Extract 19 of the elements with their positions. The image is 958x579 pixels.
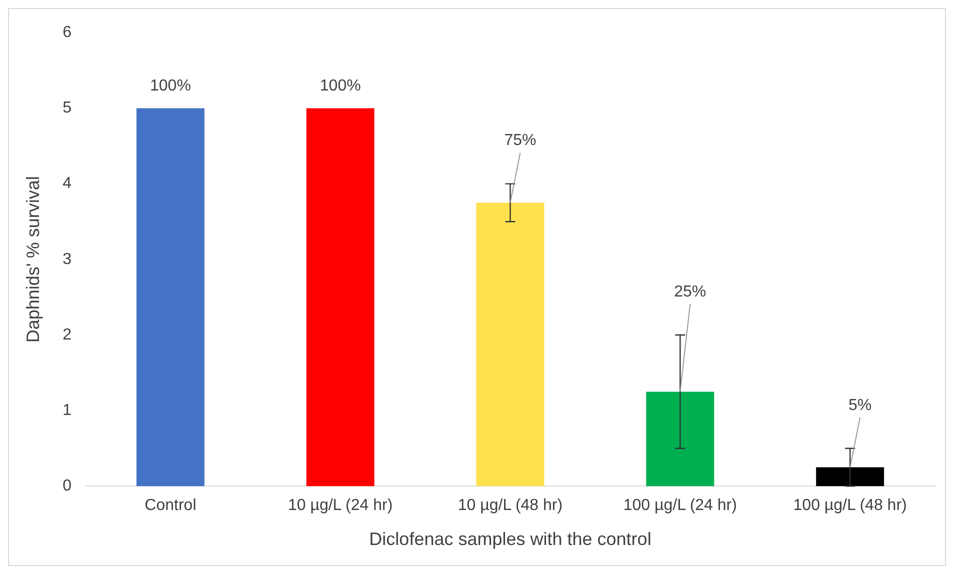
y-tick-label: 4: [62, 175, 72, 192]
y-tick-label: 1: [62, 402, 72, 420]
y-tick-label: 3: [62, 250, 72, 268]
x-tick-label: 100 µg/L (48 hr): [793, 497, 907, 514]
annotation: 5%: [848, 396, 872, 414]
annotation: 25%: [674, 283, 706, 300]
x-axis-title: Diclofenac samples with the control: [369, 529, 652, 550]
annotation: 75%: [504, 132, 536, 150]
y-tick-label: 5: [62, 100, 72, 117]
y-tick-label: 2: [62, 326, 72, 344]
annotation: 100%: [320, 78, 361, 95]
x-tick-label: 100 µg/L (24 hr): [623, 497, 737, 514]
x-tick-label: Control: [144, 497, 196, 514]
x-tick-label: 10 µg/L (24 hr): [288, 497, 393, 514]
y-axis-title: Daphnids' % survival: [22, 176, 43, 343]
x-tick-label: 10 µg/L (48 hr): [458, 497, 563, 514]
y-tick-label: 6: [62, 24, 72, 42]
annotation: 100%: [150, 78, 191, 95]
y-tick-label: 0: [62, 478, 72, 495]
